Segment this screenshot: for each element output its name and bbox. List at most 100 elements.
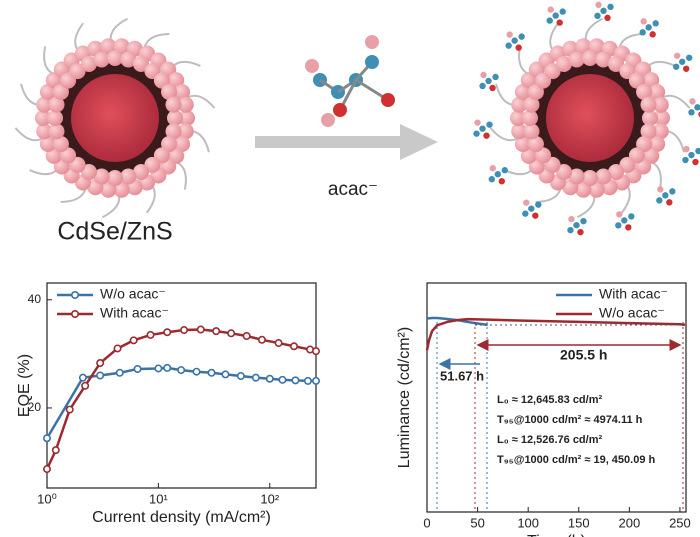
shell-ball [168,72,185,89]
legend-label: With acac⁻ [100,305,169,321]
data-point [311,376,320,385]
ligand-atom [556,19,563,26]
ligand-atom [515,44,522,51]
shell-ball [642,110,658,126]
ligand-atom [474,119,481,126]
x-tick-label: 50 [470,515,484,530]
shell-ball [595,51,612,68]
ligand-atom [604,14,611,22]
annotation: L₀ ≈ 12,526.76 cd/m² [497,434,602,446]
shell-ball [45,147,62,164]
shell-ball [649,136,666,153]
ligand-atom [656,197,663,204]
shell-ball [654,110,670,126]
data-point [303,376,312,385]
shell-ball [165,96,182,113]
data-point [177,366,186,375]
ligand-atom [692,158,699,166]
ligand-atom [488,176,495,183]
ligand-atom [479,125,486,132]
series-line [426,316,488,327]
ligand-atom [567,226,574,234]
shell-ball [107,170,123,186]
ligand-atom [694,104,700,111]
ligand-atom [615,222,622,229]
reaction-arrow-head [400,124,438,160]
shell-ball [179,110,195,126]
x-axis-label: Current density (mA/cm²) [92,509,271,526]
shell-ball [520,147,537,164]
ligand-atom [649,31,656,38]
ligand-atom [480,71,487,79]
ligand-atom [689,98,696,105]
legend-marker [71,309,80,318]
data-point [227,329,236,338]
shell-ball [80,55,97,72]
ligand-atom [511,37,518,44]
data-point [257,335,266,344]
shell-ball [555,55,572,72]
qd-core [71,74,159,162]
shell-ball [575,38,592,55]
x-tick-label: 200 [618,515,640,530]
data-point [274,339,283,348]
shell-ball [514,136,531,153]
legend-label: W/o acac⁻ [100,286,166,302]
ligand-atom [546,17,553,24]
series-line [425,317,686,351]
ligand-atom [547,6,554,13]
shell-ball [582,50,598,66]
ligand-atom [483,132,490,139]
plot-frame [426,282,687,513]
shell-ball [582,170,598,186]
shell-ball [167,110,183,126]
ligand-atom [683,145,690,153]
x-axis-label: Time (h) [527,533,586,537]
ligand-atom [682,156,689,164]
ligand-atom [688,151,695,159]
data-point [236,372,245,381]
ligand-atom [652,20,659,27]
ligand-atom [568,215,575,223]
shell-ball [588,38,605,55]
shell-ball [527,136,544,153]
y-tick-label: 20 [28,400,42,414]
ligand-atom [645,24,652,31]
shell-ball [522,110,538,126]
data-point [221,370,230,379]
molecule-atom [365,35,379,49]
data-point [291,376,300,385]
data-point [133,365,142,374]
x-tick-label: 10¹ [149,491,168,506]
ligand-atom [607,3,614,11]
shell-ball [80,164,97,181]
ligand-atom [679,58,686,65]
data-point [311,347,320,356]
shell-ball [36,123,53,140]
data-point [146,330,155,339]
ligand-atom [486,121,493,128]
x-tick-label: 250 [669,515,691,530]
molecule-atom [381,93,395,107]
y-tick-label: 40 [28,292,42,306]
molecule-atom [365,55,379,69]
data-point [129,336,138,345]
shell-ball [52,83,69,100]
ligand-atom [489,165,496,172]
ligand-atom [523,199,530,206]
ligand-atom [489,84,496,92]
ligand-atom [505,42,512,49]
data-point [251,373,260,382]
y-axis-label: Luminance (cd/cm²) [396,327,413,468]
shell-ball [588,181,605,198]
shell-ball [640,96,657,113]
ligand-atom [492,73,499,81]
annotation: L₀ ≈ 12,645.83 cd/m² [497,394,602,406]
data-point [192,367,201,376]
ligand-atom [595,1,602,9]
shell-ball [535,147,552,164]
x-tick-label: 150 [568,515,590,530]
shell-ball [35,110,51,126]
shell-ball [619,156,636,173]
shell-ball [636,136,653,153]
